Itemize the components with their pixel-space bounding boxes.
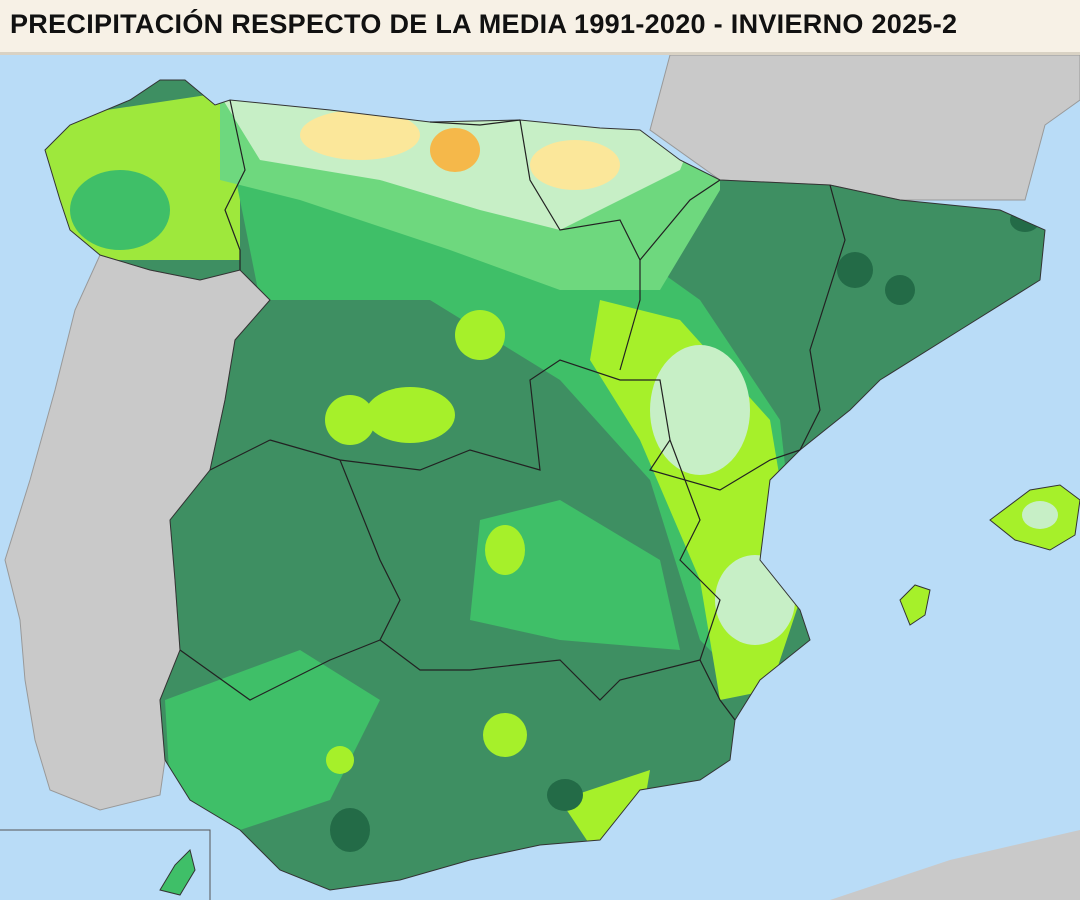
border: [269, 359, 801, 491]
border: [429, 119, 521, 126]
yellow-area: [300, 110, 420, 160]
zone: [485, 525, 525, 575]
morocco: [830, 830, 1080, 900]
dark-spot: [547, 779, 583, 811]
dark-spot: [330, 808, 370, 852]
border: [519, 119, 641, 371]
zone: [483, 713, 527, 757]
zone: [326, 746, 354, 774]
border: [639, 179, 721, 261]
mallorca-pale: [1022, 501, 1058, 529]
zone: [455, 310, 505, 360]
zone: [365, 387, 455, 443]
inset-frame: [0, 829, 211, 900]
orange-area: [430, 128, 480, 172]
canary-island: [159, 849, 196, 896]
border: [179, 639, 381, 701]
region-borders: [179, 99, 846, 721]
title-bar: PRECIPITACIÓN RESPECTO DE LA MEDIA 1991-…: [0, 0, 1080, 55]
border: [224, 99, 246, 270]
zone: [70, 170, 170, 250]
spain-outline: [44, 79, 1046, 891]
france: [649, 54, 1080, 201]
zone: [470, 500, 680, 650]
map-title: PRECIPITACIÓN RESPECTO DE LA MEDIA 1991-…: [10, 9, 958, 39]
pale-area: [650, 345, 750, 475]
dark-spot: [885, 275, 915, 305]
dark-spot: [837, 252, 873, 288]
southwest-band: [165, 650, 380, 830]
border: [209, 439, 271, 471]
zone: [325, 395, 375, 445]
border: [669, 439, 721, 661]
ibiza: [899, 584, 931, 626]
border: [339, 459, 736, 721]
border: [799, 184, 846, 451]
yellow-area: [530, 140, 620, 190]
